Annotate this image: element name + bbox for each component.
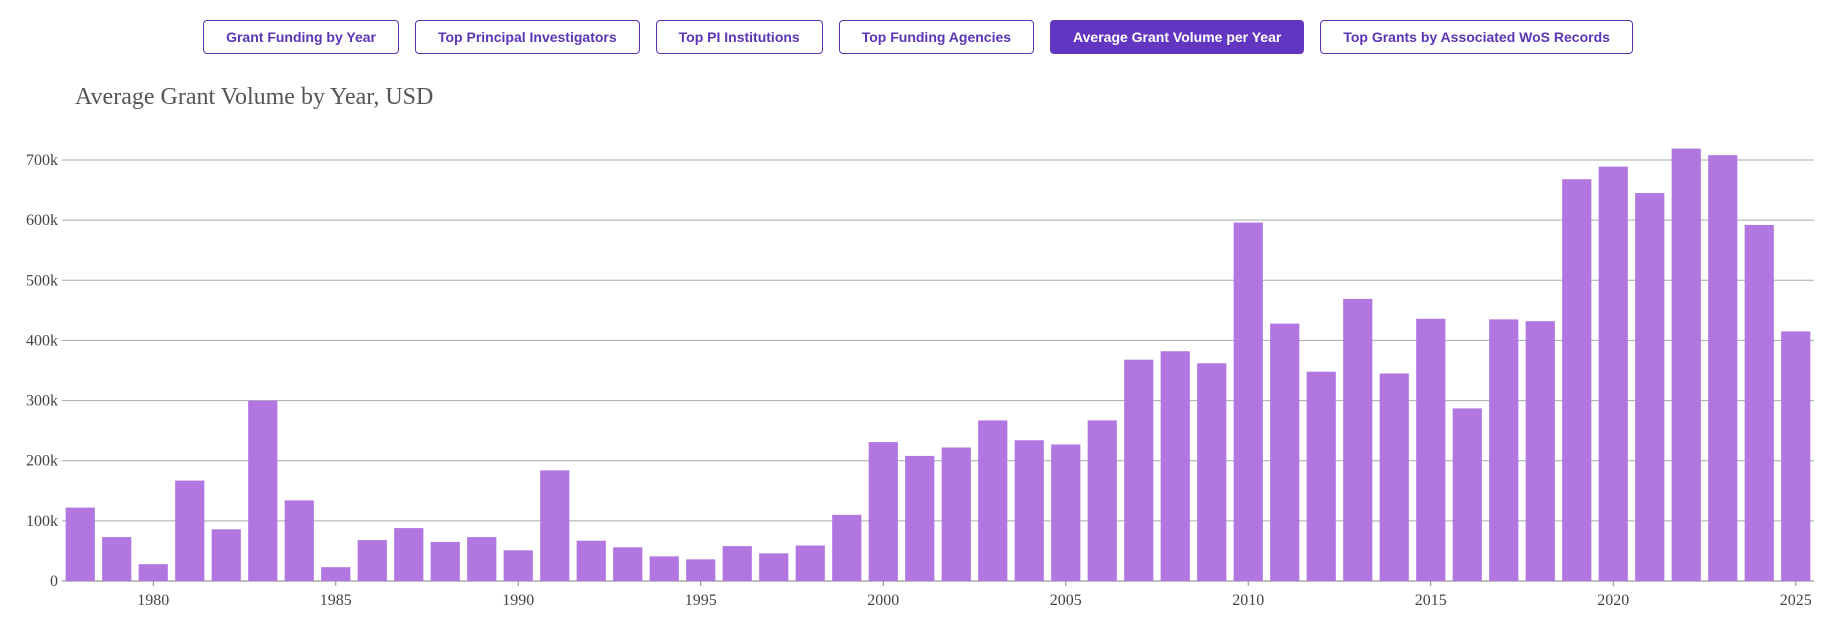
x-tick-label: 2015 — [1415, 592, 1447, 609]
bar[interactable] — [1014, 440, 1044, 581]
bar[interactable] — [1124, 359, 1154, 581]
bar[interactable] — [1160, 351, 1190, 581]
bar[interactable] — [1671, 148, 1701, 581]
x-tick-label: 1985 — [320, 592, 352, 609]
x-tick-label: 1980 — [137, 592, 169, 609]
bar[interactable] — [540, 470, 570, 581]
y-tick-label: 0 — [50, 573, 58, 590]
bar[interactable] — [1781, 331, 1811, 581]
bar[interactable] — [1379, 373, 1409, 581]
bar[interactable] — [467, 537, 497, 581]
bar[interactable] — [503, 550, 533, 581]
bar[interactable] — [65, 507, 95, 581]
y-tick-label: 500k — [26, 272, 58, 289]
x-tick-label: 2005 — [1050, 592, 1082, 609]
bar[interactable] — [1489, 319, 1519, 581]
bar[interactable] — [722, 546, 752, 581]
x-tick-label: 2025 — [1780, 592, 1812, 609]
tab-average-grant-volume-per-year[interactable]: Average Grant Volume per Year — [1050, 20, 1305, 54]
bar[interactable] — [430, 541, 460, 581]
bar[interactable] — [1270, 323, 1300, 581]
chart-title: Average Grant Volume by Year, USD — [75, 84, 434, 110]
y-axis: 0 100k 200k 300k 400k 500k 600k 700k — [26, 152, 58, 590]
x-tick-label: 1995 — [685, 592, 717, 609]
bar[interactable] — [1744, 224, 1774, 581]
tab-grant-funding-by-year[interactable]: Grant Funding by Year — [203, 20, 399, 54]
bar[interactable] — [832, 514, 862, 581]
bar[interactable] — [1416, 318, 1446, 581]
bar[interactable] — [138, 564, 168, 581]
bar[interactable] — [1051, 444, 1081, 581]
y-tick-label: 300k — [26, 393, 58, 410]
bar[interactable] — [175, 480, 205, 581]
bar[interactable] — [759, 553, 789, 581]
bar[interactable] — [1635, 193, 1665, 582]
bar[interactable] — [1087, 420, 1117, 581]
bar[interactable] — [357, 540, 387, 581]
bar[interactable] — [394, 528, 424, 581]
y-tick-label: 100k — [26, 513, 58, 530]
bar[interactable] — [978, 420, 1008, 581]
y-tick-label: 600k — [26, 212, 58, 229]
x-axis: 1980 1985 1990 1995 2000 2005 2010 2015 2020 2025 — [137, 581, 1812, 609]
bar[interactable] — [649, 556, 679, 581]
bar[interactable] — [868, 442, 898, 581]
bar[interactable] — [1708, 155, 1738, 581]
x-tick-label: 2000 — [867, 592, 899, 609]
bar[interactable] — [211, 529, 241, 581]
y-tick-label: 200k — [26, 453, 58, 470]
x-tick-label: 2010 — [1232, 592, 1264, 609]
tab-top-pi-institutions[interactable]: Top PI Institutions — [655, 20, 823, 54]
bar[interactable] — [1525, 321, 1555, 581]
bar[interactable] — [1306, 371, 1336, 581]
tab-top-grants-by-wos-records[interactable]: Top Grants by Associated WoS Records — [1320, 20, 1633, 54]
bar[interactable] — [1343, 298, 1373, 581]
bar[interactable] — [1452, 408, 1482, 581]
bar[interactable] — [1197, 363, 1227, 581]
bar[interactable] — [1598, 166, 1628, 581]
bar[interactable] — [613, 547, 643, 581]
y-tick-label: 700k — [26, 152, 58, 169]
bar-series — [65, 148, 1811, 582]
bar[interactable] — [576, 540, 606, 581]
tab-top-principal-investigators[interactable]: Top Principal Investigators — [414, 20, 640, 54]
bar[interactable] — [686, 559, 716, 581]
bar[interactable] — [905, 455, 935, 581]
tab-top-funding-agencies[interactable]: Top Funding Agencies — [838, 20, 1035, 54]
bar[interactable] — [284, 500, 314, 581]
chart-tab-bar: Grant Funding by Year Top Principal Inve… — [0, 20, 1836, 54]
bar[interactable] — [1562, 179, 1592, 581]
bar[interactable] — [941, 447, 971, 581]
bar[interactable] — [102, 537, 132, 581]
y-tick-label: 400k — [26, 332, 58, 349]
bar[interactable] — [1233, 222, 1263, 581]
bar[interactable] — [795, 545, 825, 581]
x-tick-label: 2020 — [1597, 592, 1629, 609]
bar[interactable] — [321, 567, 351, 581]
bar[interactable] — [248, 400, 278, 581]
grid-lines — [62, 159, 1814, 582]
x-tick-label: 1990 — [502, 592, 534, 609]
